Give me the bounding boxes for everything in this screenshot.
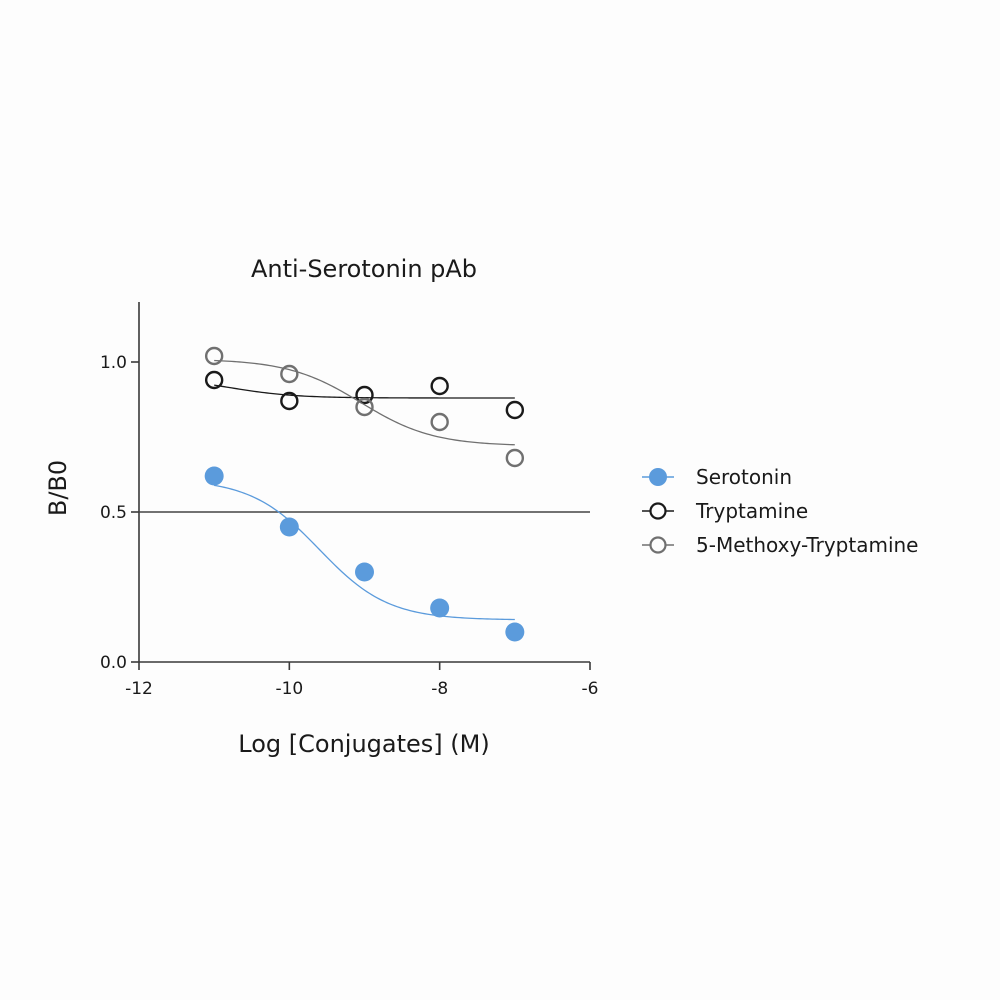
data-point-serotonin: [355, 562, 374, 582]
data-point-serotonin: [430, 598, 450, 618]
data-point-serotonin: [204, 466, 224, 486]
legend-item-tryptamine: Tryptamine: [642, 499, 808, 523]
legend-item-5-methoxy-tryptamine: 5-Methoxy-Tryptamine: [642, 533, 919, 557]
series-5-methoxy-tryptamine: [204, 346, 525, 468]
legend-marker: [649, 536, 667, 554]
x-tick-label: -10: [275, 679, 303, 699]
y-axis-title: B/B0: [44, 460, 72, 516]
series-serotonin: [204, 466, 525, 642]
axes: 0.0 0.5 1.0 -12 -10 -8 -6: [100, 302, 599, 699]
x-tick-label: -12: [125, 679, 153, 699]
legend-item-serotonin: Serotonin: [642, 465, 792, 489]
legend: Serotonin Tryptamine 5-Methoxy-Tryptamine: [642, 465, 919, 557]
data-point-tryptamine: [430, 376, 449, 396]
data-point-serotonin: [505, 622, 525, 642]
data-point-tryptamine: [505, 400, 525, 420]
data-point-5-methoxy-tryptamine: [280, 364, 299, 384]
legend-marker: [649, 502, 667, 520]
legend-label: Serotonin: [696, 465, 792, 489]
data-point-5-methoxy-tryptamine: [430, 412, 449, 432]
data-point-tryptamine: [280, 391, 299, 411]
fit-curve-5-methoxy-tryptamine: [214, 359, 515, 446]
y-tick-label: 0.5: [100, 503, 127, 523]
chart-marks: [204, 346, 525, 642]
data-point-5-methoxy-tryptamine: [355, 397, 374, 417]
data-point-tryptamine: [355, 385, 374, 405]
data-point-tryptamine: [204, 370, 224, 390]
x-axis-title: Log [Conjugates] (M): [238, 730, 489, 758]
data-point-5-methoxy-tryptamine: [505, 448, 525, 468]
legend-label: 5-Methoxy-Tryptamine: [696, 533, 919, 557]
x-tick-label: -6: [582, 679, 599, 699]
fit-curve-serotonin: [214, 484, 515, 621]
legend-marker: [649, 468, 667, 486]
series-tryptamine: [204, 370, 525, 420]
fit-curve-tryptamine: [214, 384, 515, 399]
y-tick-label: 0.0: [100, 653, 127, 673]
chart-title: Anti-Serotonin pAb: [251, 255, 477, 283]
legend-label: Tryptamine: [695, 499, 808, 523]
y-tick-label: 1.0: [100, 353, 127, 373]
data-point-5-methoxy-tryptamine: [204, 346, 224, 366]
data-point-serotonin: [279, 517, 299, 537]
x-tick-label: -8: [431, 679, 448, 699]
